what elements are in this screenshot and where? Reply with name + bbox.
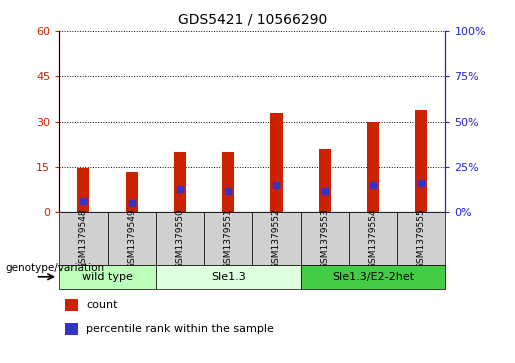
Bar: [108, 212, 156, 265]
Bar: [59, 265, 156, 289]
Text: genotype/variation: genotype/variation: [5, 263, 104, 273]
Bar: [252, 212, 301, 265]
Text: GSM1379555: GSM1379555: [417, 208, 426, 269]
Bar: [301, 265, 445, 289]
Bar: [415, 110, 427, 212]
Bar: [64, 323, 78, 335]
Bar: [270, 113, 283, 212]
Bar: [349, 212, 397, 265]
Text: GSM1379548: GSM1379548: [79, 208, 88, 269]
Bar: [156, 212, 204, 265]
Bar: [59, 212, 108, 265]
Bar: [397, 212, 445, 265]
Bar: [367, 122, 379, 212]
Bar: [77, 168, 90, 212]
Text: GSM1379550: GSM1379550: [176, 208, 184, 269]
Bar: [126, 171, 138, 212]
Text: Sle1.3/E2-2het: Sle1.3/E2-2het: [332, 272, 414, 282]
Text: count: count: [86, 300, 118, 310]
Title: GDS5421 / 10566290: GDS5421 / 10566290: [178, 13, 327, 27]
Text: GSM1379554: GSM1379554: [369, 208, 377, 269]
Text: percentile rank within the sample: percentile rank within the sample: [86, 324, 274, 334]
Text: GSM1379552: GSM1379552: [272, 208, 281, 269]
Text: GSM1379549: GSM1379549: [127, 208, 136, 269]
Bar: [156, 265, 301, 289]
Bar: [222, 152, 234, 212]
Text: GSM1379553: GSM1379553: [320, 208, 329, 269]
Bar: [204, 212, 252, 265]
Text: GSM1379551: GSM1379551: [224, 208, 233, 269]
Bar: [301, 212, 349, 265]
Text: Sle1.3: Sle1.3: [211, 272, 246, 282]
Bar: [64, 299, 78, 311]
Bar: [174, 152, 186, 212]
Text: wild type: wild type: [82, 272, 133, 282]
Bar: [319, 149, 331, 212]
